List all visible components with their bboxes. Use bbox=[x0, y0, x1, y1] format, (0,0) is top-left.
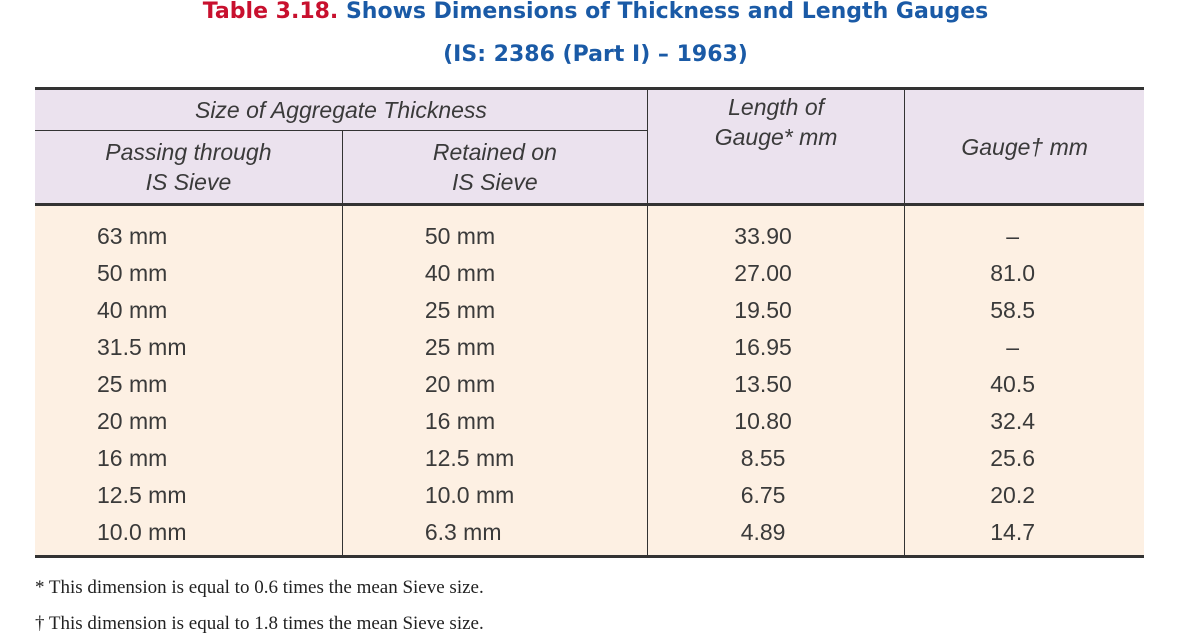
cell-retained: 6.3 mm bbox=[341, 514, 648, 558]
cell-length-gauge: 33.90 bbox=[646, 204, 905, 255]
table-row: 25 mm 20 mm 13.50 40.5 bbox=[35, 366, 1144, 403]
cell-length-gauge: 4.89 bbox=[646, 514, 905, 558]
table-row: 40 mm 25 mm 19.50 58.5 bbox=[35, 292, 1144, 329]
header-row-1: Size of Aggregate Thickness Length of Ga… bbox=[35, 87, 1144, 205]
cell-thickness-gauge: 40.5 bbox=[904, 366, 1144, 403]
header-row-2: Passing through IS Sieve Retained on IS … bbox=[35, 130, 1144, 206]
footnote-dagger: † This dimension is equal to 1.8 times t… bbox=[35, 613, 484, 634]
header-passing-through: Passing through IS Sieve bbox=[35, 130, 343, 206]
table-row: 12.5 mm 10.0 mm 6.75 20.2 bbox=[35, 477, 1144, 514]
cell-thickness-gauge: 32.4 bbox=[904, 403, 1144, 440]
cell-length-gauge: 19.50 bbox=[646, 292, 905, 329]
cell-passing: 20 mm bbox=[35, 403, 343, 440]
header-retained-line2: IS Sieve bbox=[452, 169, 538, 195]
cell-retained: 25 mm bbox=[341, 329, 648, 366]
table-row: 20 mm 16 mm 10.80 32.4 bbox=[35, 403, 1144, 440]
cell-passing: 12.5 mm bbox=[35, 477, 343, 514]
table-row: 16 mm 12.5 mm 8.55 25.6 bbox=[35, 440, 1144, 477]
cell-length-gauge: 8.55 bbox=[646, 440, 905, 477]
header-length-line1: Length of bbox=[728, 94, 825, 120]
footnotes: * This dimension is equal to 0.6 times t… bbox=[35, 570, 484, 642]
table-row: 50 mm 40 mm 27.00 81.0 bbox=[35, 255, 1144, 292]
group-header-aggregate-thickness: Size of Aggregate Thickness bbox=[35, 87, 648, 131]
header-gauge: Gauge† mm bbox=[904, 87, 1144, 205]
header-retained-on: Retained on IS Sieve bbox=[341, 130, 648, 206]
cell-thickness-gauge: 81.0 bbox=[904, 255, 1144, 292]
footnote-asterisk: * This dimension is equal to 0.6 times t… bbox=[35, 577, 484, 598]
cell-passing: 25 mm bbox=[35, 366, 343, 403]
table-number: Table 3.18. bbox=[202, 0, 339, 24]
gauge-dimensions-table: Size of Aggregate Thickness Length of Ga… bbox=[35, 87, 1144, 558]
cell-passing: 10.0 mm bbox=[35, 514, 343, 558]
cell-passing: 63 mm bbox=[35, 204, 343, 255]
header-passing-line1: Passing through bbox=[105, 139, 272, 165]
cell-retained: 12.5 mm bbox=[341, 440, 648, 477]
cell-passing: 31.5 mm bbox=[35, 329, 343, 366]
table-caption: Table 3.18. Shows Dimensions of Thicknes… bbox=[0, 0, 1191, 24]
header-length-line2: Gauge* mm bbox=[714, 124, 838, 150]
cell-thickness-gauge: 14.7 bbox=[904, 514, 1144, 558]
cell-passing: 40 mm bbox=[35, 292, 343, 329]
cell-length-gauge: 13.50 bbox=[646, 366, 905, 403]
cell-passing: 16 mm bbox=[35, 440, 343, 477]
cell-passing: 50 mm bbox=[35, 255, 343, 292]
cell-retained: 40 mm bbox=[341, 255, 648, 292]
table-row: 31.5 mm 25 mm 16.95– bbox=[35, 329, 1144, 366]
cell-retained: 20 mm bbox=[341, 366, 648, 403]
table-body: 63 mm 50 mm 33.90– 50 mm 40 mm 27.00 81.0 40 … bbox=[35, 204, 1144, 558]
cell-thickness-gauge: – bbox=[904, 204, 1144, 255]
cell-thickness-gauge: – bbox=[904, 329, 1144, 366]
table-row: 63 mm 50 mm 33.90– bbox=[35, 204, 1144, 255]
cell-retained: 50 mm bbox=[341, 204, 648, 255]
header-length-of-gauge: Length of Gauge* mm bbox=[646, 87, 905, 205]
table-subtitle: (IS: 2386 (Part I) – 1963) bbox=[443, 42, 748, 67]
header-passing-line2: IS Sieve bbox=[145, 169, 232, 195]
cell-length-gauge: 16.95 bbox=[646, 329, 905, 366]
cell-thickness-gauge: 25.6 bbox=[904, 440, 1144, 477]
cell-retained: 16 mm bbox=[341, 403, 648, 440]
cell-thickness-gauge: 20.2 bbox=[904, 477, 1144, 514]
cell-length-gauge: 27.00 bbox=[646, 255, 905, 292]
table-row: 10.0 mm 6.3 mm 4.89 14.7 bbox=[35, 514, 1144, 558]
table-title: Shows Dimensions of Thickness and Length… bbox=[338, 0, 989, 24]
cell-length-gauge: 10.80 bbox=[646, 403, 905, 440]
header-retained-line1: Retained on bbox=[432, 139, 557, 165]
cell-retained: 25 mm bbox=[341, 292, 648, 329]
cell-thickness-gauge: 58.5 bbox=[904, 292, 1144, 329]
cell-retained: 10.0 mm bbox=[341, 477, 648, 514]
cell-length-gauge: 6.75 bbox=[646, 477, 905, 514]
